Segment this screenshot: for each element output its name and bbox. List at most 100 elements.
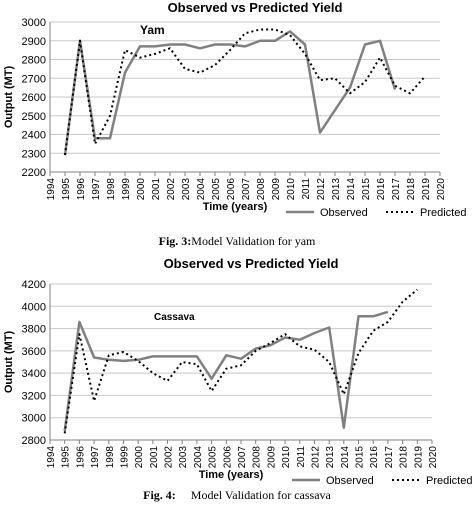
chart0-y-tick-label: 2500 bbox=[22, 111, 46, 123]
figure-4-text: Model Validation for cassava bbox=[190, 488, 331, 502]
chart1-series-predicted-point bbox=[314, 349, 315, 350]
chart1-y-tick-label: 4000 bbox=[22, 301, 46, 313]
chart0-series-predicted-point bbox=[244, 33, 245, 34]
chart0-series-predicted-point bbox=[289, 35, 290, 36]
chart0-series-predicted-point bbox=[364, 81, 365, 82]
chart1-series-predicted-point bbox=[167, 380, 168, 381]
chart0-series-predicted-point bbox=[199, 72, 200, 73]
chart0-series-observed-point bbox=[154, 46, 155, 47]
chart1-series-predicted-point bbox=[387, 321, 388, 322]
chart1-series-predicted-point bbox=[373, 330, 374, 331]
chart1-x-tick-label: 2020 bbox=[428, 446, 439, 469]
chart0-x-tick-label: 2018 bbox=[406, 178, 417, 201]
chart1-x-tick-label: 2018 bbox=[399, 446, 410, 469]
chart1-x-tick-label: 1995 bbox=[61, 446, 72, 469]
chart0-x-tick-label: 2004 bbox=[196, 178, 207, 201]
chart1-x-tick-label: 2013 bbox=[325, 446, 336, 469]
chart0-series-observed-point bbox=[304, 44, 305, 45]
chart1-series-observed-point bbox=[138, 359, 139, 360]
chart0-x-tick-label: 1997 bbox=[91, 178, 102, 201]
chart0-y-tick-label: 3000 bbox=[22, 17, 46, 29]
chart1-x-axis-label: Time (years) bbox=[199, 469, 264, 481]
chart0-series-observed-point bbox=[289, 31, 290, 32]
chart1-series-predicted-point bbox=[255, 350, 256, 351]
chart1-series-predicted-point bbox=[196, 364, 197, 365]
chart0-x-tick-label: 2007 bbox=[241, 178, 252, 201]
chart1-series-predicted-point bbox=[417, 289, 418, 290]
chart1-legend-label-predicted: Predicted bbox=[426, 475, 472, 486]
chart0-series-predicted-point bbox=[79, 40, 80, 41]
chart0-series-observed-point bbox=[124, 72, 125, 73]
chart0-series-predicted-point bbox=[409, 93, 410, 94]
chart0-series-predicted-point bbox=[169, 48, 170, 49]
chart1-series-observed-point bbox=[284, 337, 285, 338]
chart0-series-observed-point bbox=[109, 138, 110, 139]
chart1-y-tick-label: 3800 bbox=[22, 324, 46, 336]
chart1-series-observed-point bbox=[387, 311, 388, 312]
chart0-series-predicted-point bbox=[259, 29, 260, 30]
chart0-y-tick-label: 2300 bbox=[22, 148, 46, 160]
chart1-x-tick-label: 2008 bbox=[252, 446, 263, 469]
chart0-series-predicted-point bbox=[304, 53, 305, 54]
chart1-series-predicted-point bbox=[79, 334, 80, 335]
chart1-series-observed-point bbox=[373, 316, 374, 317]
chart1-x-tick-label: 2004 bbox=[193, 446, 204, 469]
chart0-x-tick-label: 2015 bbox=[361, 178, 372, 201]
chart0-x-tick-label: 2002 bbox=[166, 178, 177, 201]
chart1-x-tick-label: 2006 bbox=[222, 446, 233, 469]
figure-3-number: Fig. 3: bbox=[158, 234, 192, 248]
figure-4-number: Fig. 4: bbox=[143, 488, 176, 502]
chart1-y-tick-label: 3200 bbox=[22, 390, 46, 402]
chart1-y-tick-label: 3400 bbox=[22, 368, 46, 380]
chart0-x-tick-label: 2006 bbox=[226, 178, 237, 201]
chart0-series-observed-point bbox=[394, 89, 395, 90]
chart0-y-tick-label: 2400 bbox=[22, 130, 46, 142]
chart1-y-tick-label: 4200 bbox=[22, 279, 46, 291]
chart0-x-tick-label: 2000 bbox=[136, 178, 147, 201]
chart1-series-predicted-point bbox=[138, 360, 139, 361]
chart1-y-tick-label: 3600 bbox=[22, 346, 46, 358]
chart0-series-observed-line bbox=[63, 30, 397, 156]
chart1-series-observed-point bbox=[79, 321, 80, 322]
chart0-legend-label-observed: Observed bbox=[320, 207, 368, 219]
chart1-x-tick-label: 1998 bbox=[105, 446, 116, 469]
chart0-series-observed-point bbox=[259, 40, 260, 41]
chart0-y-tick-label: 2600 bbox=[22, 92, 46, 104]
chart0-x-tick-label: 2017 bbox=[391, 178, 402, 201]
chart1-x-tick-label: 2014 bbox=[340, 446, 351, 469]
chart0-series-observed-point bbox=[364, 44, 365, 45]
chart1-x-tick-label: 2000 bbox=[134, 446, 145, 469]
chart1-series-observed-line bbox=[63, 310, 389, 432]
chart1-x-tick-label: 2019 bbox=[413, 446, 424, 469]
chart0-series-predicted-point bbox=[154, 53, 155, 54]
chart1-series-observed-point bbox=[211, 378, 212, 379]
chart0-series-observed-point bbox=[274, 40, 275, 41]
chart0-x-axis-label: Time (years) bbox=[203, 201, 268, 213]
chart1-x-tick-label: 2015 bbox=[355, 446, 366, 469]
chart1-legend-label-observed: Observed bbox=[326, 475, 374, 486]
chart1-series-observed-point bbox=[358, 316, 359, 317]
chart0-series-observed-point bbox=[139, 46, 140, 47]
chart1-x-tick-label: 2003 bbox=[178, 446, 189, 469]
chart0-series-observed-point bbox=[199, 48, 200, 49]
chart1-series-predicted-point bbox=[211, 390, 212, 391]
chart0-series-observed-point bbox=[169, 44, 170, 45]
chart1-series-predicted-point bbox=[343, 394, 344, 395]
chart1-x-tick-label: 2009 bbox=[266, 446, 277, 469]
chart1-series-observed-point bbox=[108, 359, 109, 360]
chart1-x-tick-label: 2012 bbox=[310, 446, 321, 469]
chart1-series-predicted-point bbox=[64, 433, 65, 434]
chart0-series-predicted-point bbox=[424, 76, 425, 77]
chart0-x-tick-label: 2020 bbox=[436, 178, 447, 201]
chart0-x-tick-label: 2003 bbox=[181, 178, 192, 201]
chart0-series-predicted-point bbox=[64, 155, 65, 156]
chart1-annotation: Cassava bbox=[154, 312, 195, 323]
chart0-series-predicted-point bbox=[184, 68, 185, 69]
chart1-series-predicted-point bbox=[270, 342, 271, 343]
chart0-x-tick-label: 2014 bbox=[346, 178, 357, 201]
chart0-y-tick-label: 2700 bbox=[22, 73, 46, 85]
chart1-series-predicted-point bbox=[358, 352, 359, 353]
chart0-series-predicted-line bbox=[64, 28, 426, 156]
chart1-series-observed-point bbox=[329, 327, 330, 328]
chart0-y-axis-label: Output (MT) bbox=[3, 66, 15, 129]
